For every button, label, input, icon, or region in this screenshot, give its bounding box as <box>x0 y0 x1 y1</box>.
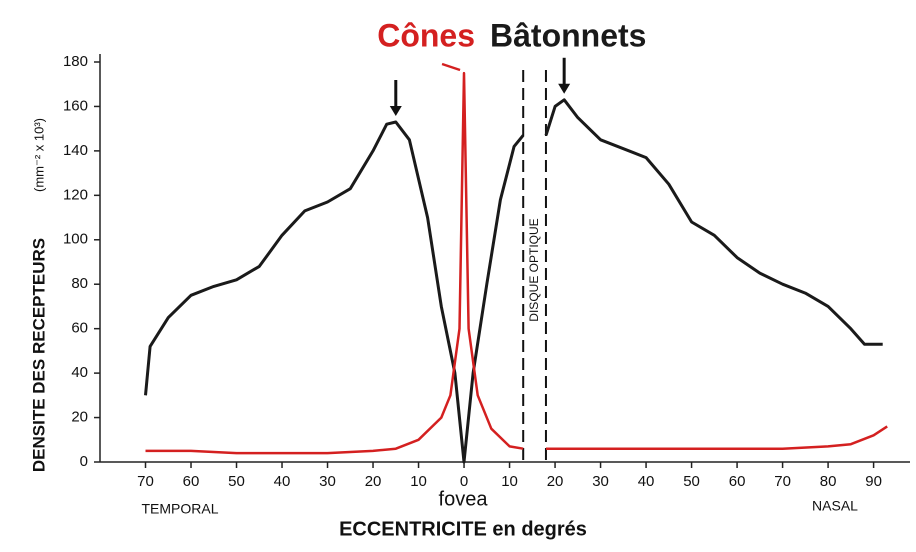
x-tick-label: 30 <box>592 473 609 490</box>
legend-label: Cônes <box>377 17 475 53</box>
y-tick-label: 100 <box>63 231 88 248</box>
x-tick-label: 70 <box>137 473 154 490</box>
y-tick-label: 80 <box>71 275 88 292</box>
fovea-label: fovea <box>439 488 489 510</box>
peak-arrow-head <box>389 106 402 116</box>
x-tick-label: 50 <box>228 473 245 490</box>
x-tick-label: 50 <box>683 473 700 490</box>
x-tick-label: 70 <box>774 473 791 490</box>
y-axis-label: DENSITE DES RECEPTEURS <box>29 238 48 472</box>
x-tick-label: 60 <box>729 473 746 490</box>
x-tick-label: 0 <box>460 473 468 490</box>
y-tick-label: 20 <box>71 409 88 426</box>
series-line <box>144 98 883 464</box>
x-axis-label: ECCENTRICITE en degrés <box>339 518 587 540</box>
nasal-label: NASAL <box>812 498 858 514</box>
peak-arrow-head <box>558 83 571 94</box>
temporal-label: TEMPORAL <box>141 501 218 517</box>
y-tick-label: 0 <box>80 453 88 470</box>
y-tick-label: 140 <box>63 142 88 159</box>
y-tick-label: 180 <box>63 53 88 70</box>
x-tick-label: 60 <box>183 473 200 490</box>
y-tick-label: 60 <box>71 320 88 337</box>
y-tick-label: 120 <box>63 186 88 203</box>
x-tick-label: 10 <box>501 473 518 490</box>
y-axis-units: (mm⁻² x 10³) <box>31 118 46 192</box>
optic-disc-label: DISQUE OPTIQUE <box>527 218 541 321</box>
x-tick-label: 90 <box>865 473 882 490</box>
series-line <box>145 71 888 455</box>
x-tick-label: 10 <box>410 473 427 490</box>
legend-label: Bâtonnets <box>490 17 646 53</box>
x-tick-label: 40 <box>274 473 291 490</box>
x-tick-label: 20 <box>365 473 382 490</box>
y-tick-label: 40 <box>71 364 88 381</box>
x-tick-label: 30 <box>319 473 336 490</box>
x-tick-label: 20 <box>547 473 564 490</box>
x-tick-label: 80 <box>820 473 837 490</box>
cone-arrow <box>441 62 461 72</box>
x-tick-label: 40 <box>638 473 655 490</box>
y-tick-label: 160 <box>63 97 88 114</box>
